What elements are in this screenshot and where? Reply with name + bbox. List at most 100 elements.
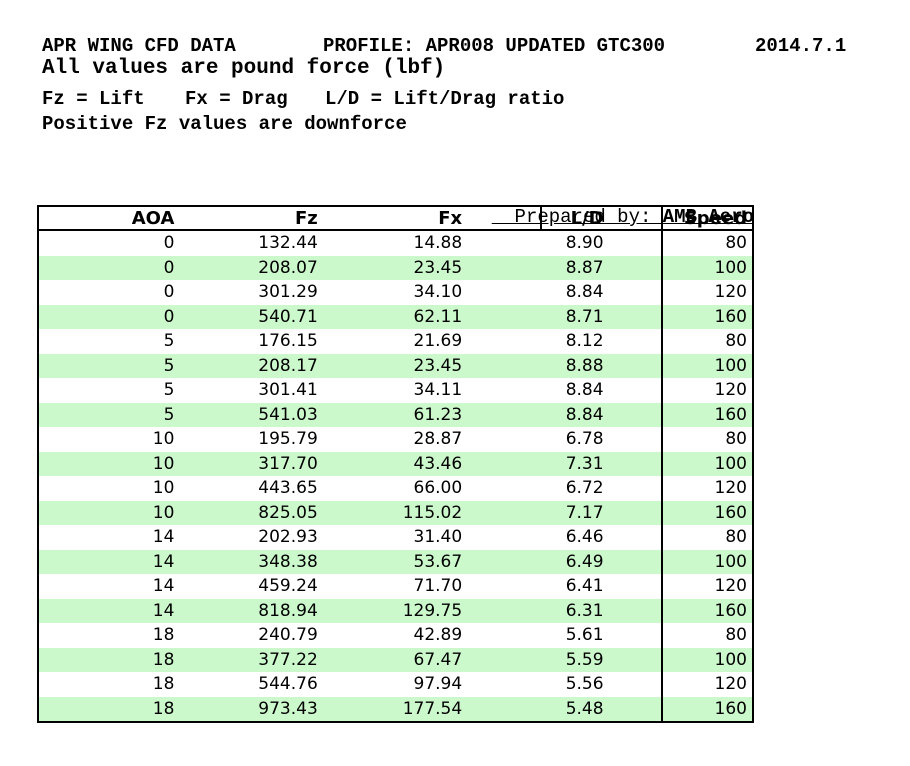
table-row: 10 825.05 115.02 7.17 160 xyxy=(38,500,753,526)
col-header-ld: L/D xyxy=(540,206,609,231)
cell-aoa: 5 xyxy=(163,380,175,401)
cell-ld: 8.87 xyxy=(565,257,604,278)
table-row: 5 208.17 23.45 8.88 100 xyxy=(38,353,753,379)
col-header-fx: Fx xyxy=(322,206,468,231)
cell-fz: 377.22 xyxy=(258,649,318,670)
table-row: 0 208.07 23.45 8.87 100 xyxy=(38,255,753,281)
cell-fx: 97.94 xyxy=(413,674,463,695)
table-row: 18 973.43 177.54 5.48 160 xyxy=(38,696,753,722)
table-row: 0 301.29 34.10 8.84 120 xyxy=(38,280,753,305)
cell-fz: 348.38 xyxy=(258,551,318,572)
col-header-fz: Fz xyxy=(179,206,323,231)
cell-fx: 34.10 xyxy=(413,282,463,303)
cell-ld: 7.31 xyxy=(565,453,604,474)
downforce-note: Positive Fz values are downforce xyxy=(42,113,407,135)
cell-aoa: 14 xyxy=(152,600,175,621)
cell-ld: 6.41 xyxy=(565,576,604,597)
cell-ld: 6.46 xyxy=(565,527,604,548)
cell-fx: 67.47 xyxy=(413,649,463,670)
cell-spacer xyxy=(467,672,541,697)
cell-aoa: 18 xyxy=(152,698,175,719)
cell-speed: 160 xyxy=(660,598,753,623)
cell-fx: 31.40 xyxy=(413,527,463,548)
cell-fx: 62.11 xyxy=(413,306,463,327)
cell-fx: 23.45 xyxy=(413,257,463,278)
cell-spacer xyxy=(467,378,541,403)
cell-aoa: 0 xyxy=(163,306,175,327)
cell-spacer xyxy=(467,501,541,526)
cell-spacer xyxy=(467,525,541,550)
cell-aoa: 14 xyxy=(152,527,175,548)
cell-aoa: 10 xyxy=(152,478,175,499)
cell-spacer xyxy=(467,574,541,599)
cell-spacer xyxy=(467,476,541,501)
cell-spacer xyxy=(609,230,662,256)
cell-spacer xyxy=(467,230,541,256)
cell-speed: 100 xyxy=(660,255,753,280)
cell-spacer xyxy=(467,550,541,575)
legend-ld: L/D = Lift/Drag ratio xyxy=(325,88,565,110)
cell-speed: 80 xyxy=(660,230,753,256)
cell-fx: 177.54 xyxy=(402,698,463,719)
cell-aoa: 5 xyxy=(163,331,175,352)
cell-fz: 459.24 xyxy=(258,576,318,597)
cell-fx: 21.69 xyxy=(413,331,463,352)
cell-ld: 6.49 xyxy=(565,551,604,572)
cell-spacer xyxy=(467,623,541,648)
cell-ld: 6.78 xyxy=(565,429,604,450)
cell-speed: 160 xyxy=(660,500,753,525)
cell-fz: 208.17 xyxy=(258,355,318,376)
cell-spacer xyxy=(467,354,541,379)
cell-fx: 34.11 xyxy=(413,380,463,401)
cell-speed: 160 xyxy=(660,304,753,329)
cell-fz: 973.43 xyxy=(258,698,318,719)
cell-spacer xyxy=(467,648,541,673)
cell-speed: 80 xyxy=(660,329,753,354)
cell-spacer xyxy=(609,672,662,697)
header-spacer xyxy=(608,206,662,231)
table-row: 14 818.94 129.75 6.31 160 xyxy=(38,598,753,624)
cell-spacer xyxy=(609,452,662,477)
cell-spacer xyxy=(467,452,541,477)
cell-fx: 23.45 xyxy=(413,355,463,376)
cell-ld: 8.90 xyxy=(565,233,604,254)
cell-spacer xyxy=(609,525,662,550)
cell-aoa: 5 xyxy=(163,355,175,376)
cell-spacer xyxy=(609,256,662,281)
cell-spacer xyxy=(609,599,662,624)
cell-spacer xyxy=(467,403,541,428)
cell-spacer xyxy=(609,648,662,673)
cell-fz: 202.93 xyxy=(258,527,318,548)
cell-speed: 80 xyxy=(660,623,753,648)
cell-ld: 8.84 xyxy=(565,404,604,425)
cell-aoa: 10 xyxy=(152,502,175,523)
table-row: 5 541.03 61.23 8.84 160 xyxy=(38,402,753,428)
cell-fz: 317.70 xyxy=(258,453,318,474)
cell-aoa: 10 xyxy=(152,453,175,474)
cell-aoa: 0 xyxy=(163,282,175,303)
table-row: 0 540.71 62.11 8.71 160 xyxy=(38,304,753,330)
cell-fx: 42.89 xyxy=(413,625,463,646)
cell-speed: 120 xyxy=(660,476,753,501)
cell-fz: 544.76 xyxy=(258,674,318,695)
cell-spacer xyxy=(609,476,662,501)
legend-fx: Fx = Drag xyxy=(185,88,288,110)
cell-aoa: 5 xyxy=(163,404,175,425)
cell-spacer xyxy=(467,256,541,281)
table-row: 10 443.65 66.00 6.72 120 xyxy=(38,476,753,501)
cell-aoa: 18 xyxy=(152,674,175,695)
cell-spacer xyxy=(609,305,662,330)
cell-ld: 6.72 xyxy=(565,478,604,499)
cell-speed: 120 xyxy=(660,574,753,599)
col-header-speed: Speed xyxy=(660,206,753,231)
cell-spacer xyxy=(609,354,662,379)
cell-fx: 66.00 xyxy=(413,478,463,499)
cell-spacer xyxy=(609,623,662,648)
table-row: 5 301.41 34.11 8.84 120 xyxy=(38,378,753,403)
table-row: 18 240.79 42.89 5.61 80 xyxy=(38,623,753,648)
table-row: 14 202.93 31.40 6.46 80 xyxy=(38,525,753,550)
cell-fx: 71.70 xyxy=(413,576,463,597)
cell-aoa: 10 xyxy=(152,429,175,450)
cell-spacer xyxy=(609,378,662,403)
